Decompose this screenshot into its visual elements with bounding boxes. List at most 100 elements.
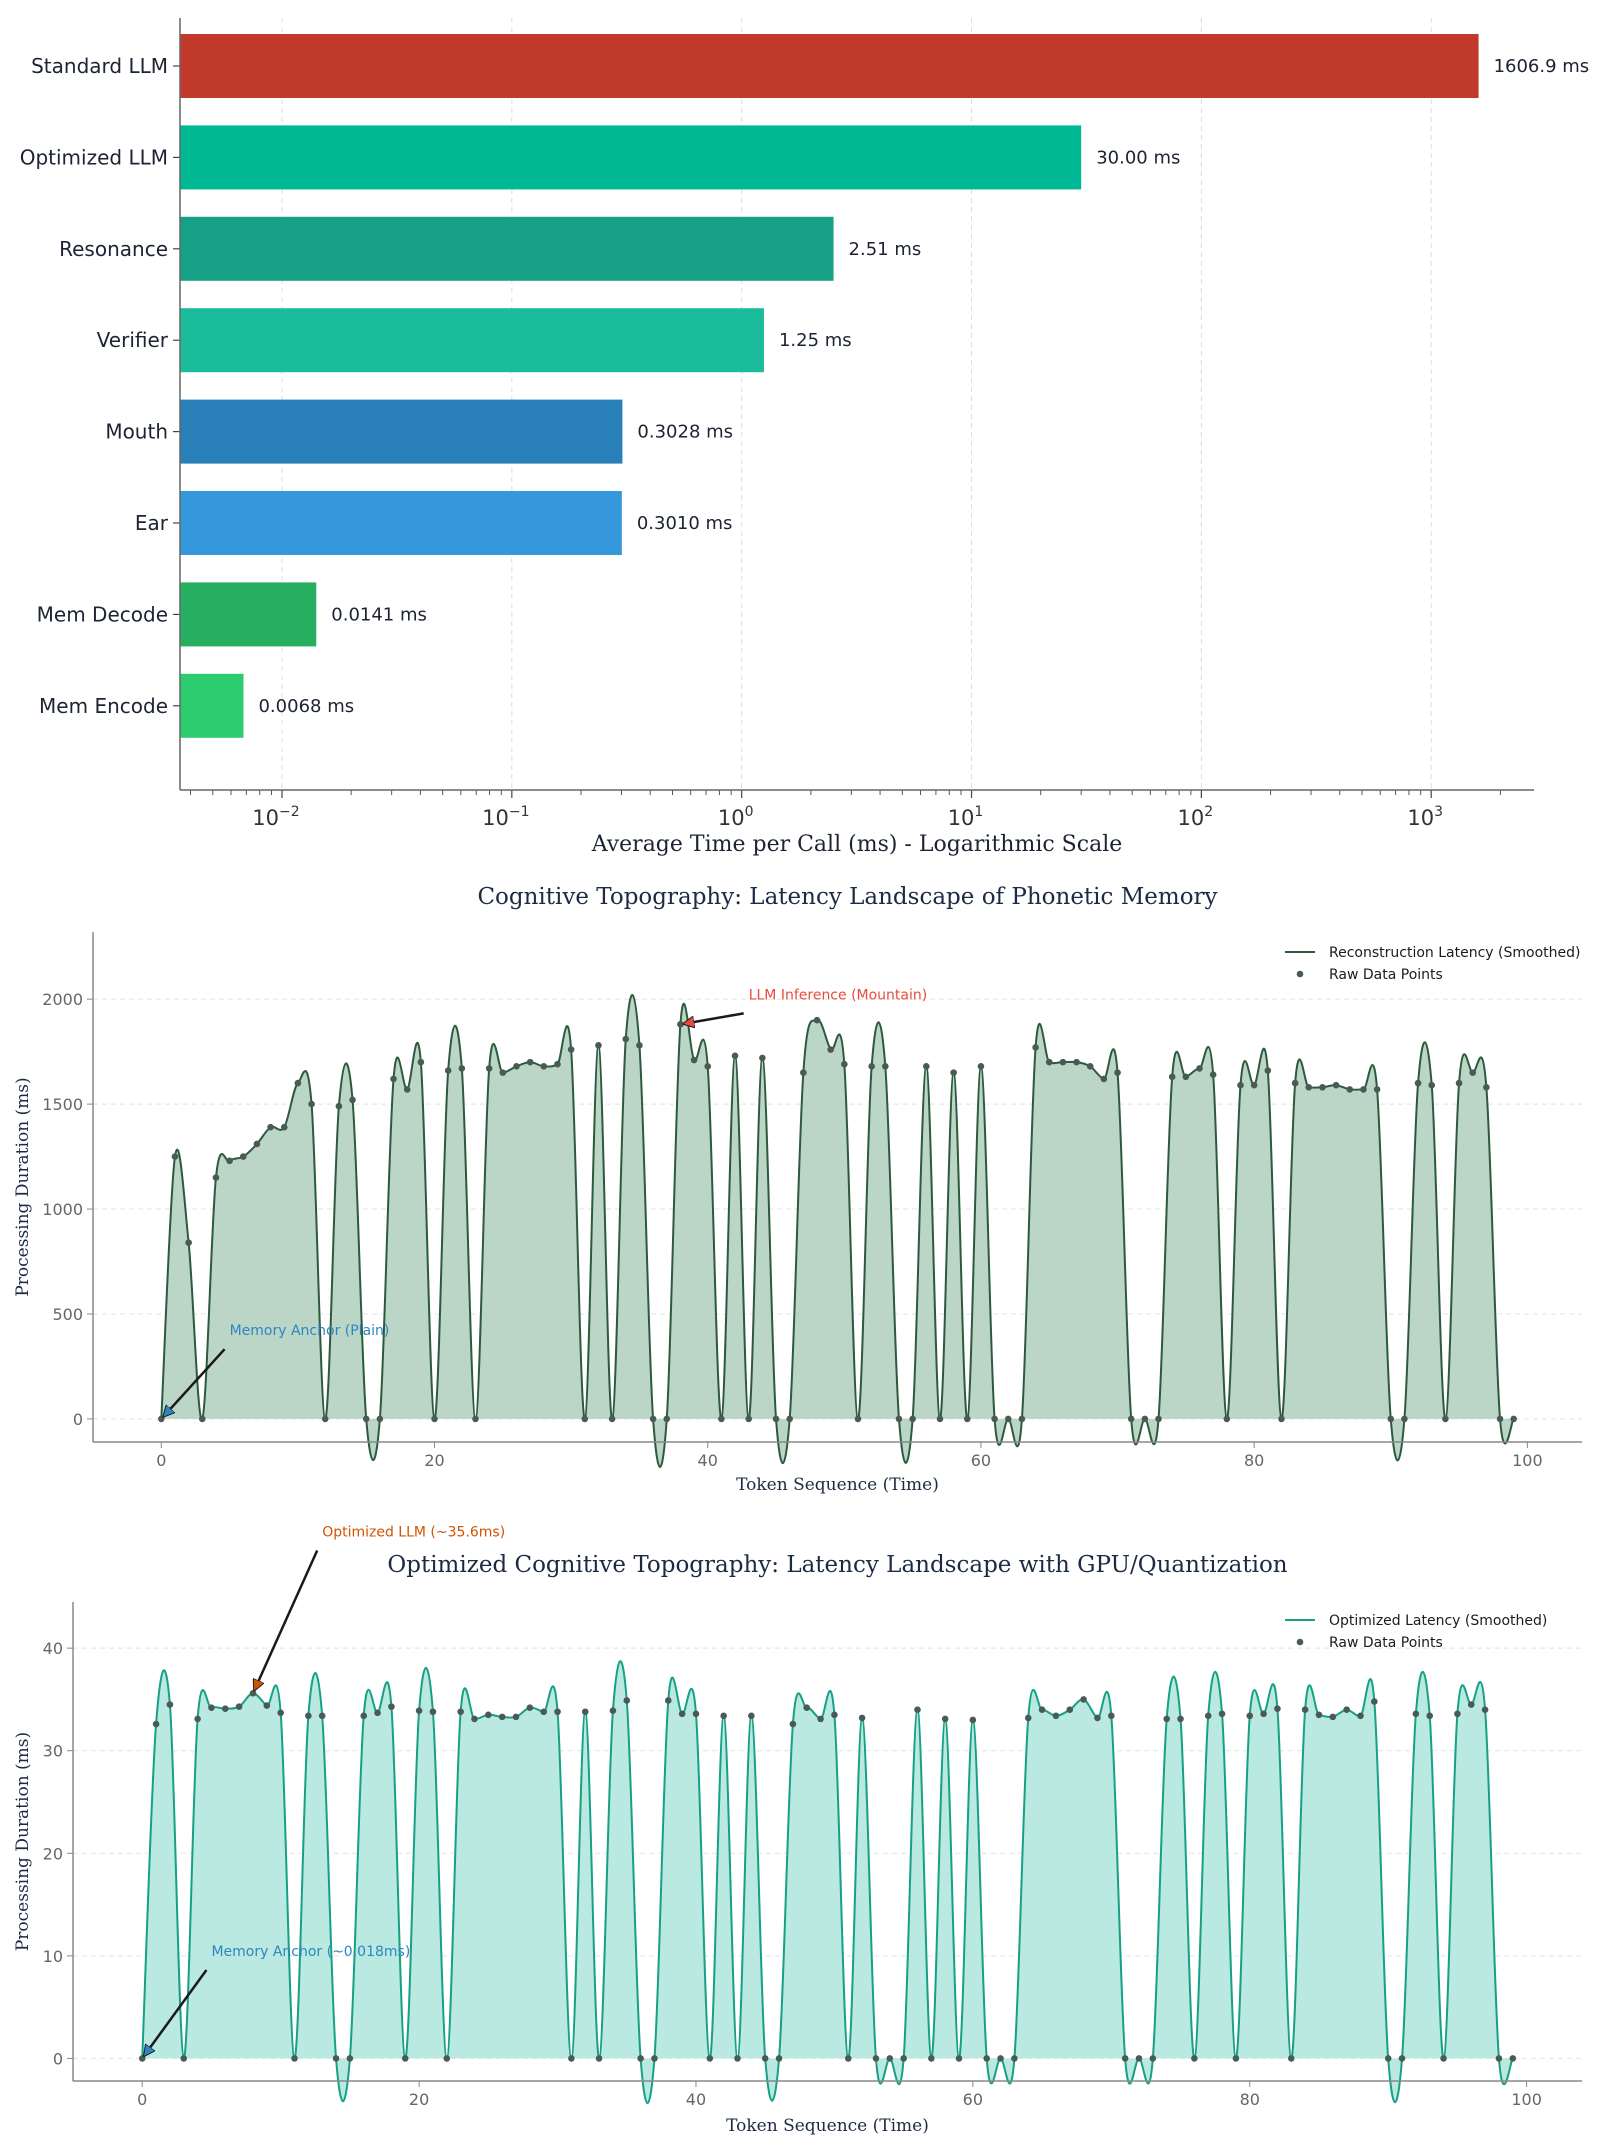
raw-data-point <box>789 1720 797 1728</box>
raw-data-point <box>663 1415 671 1423</box>
annotation-label: Memory Anchor (~0.018ms) <box>211 1944 410 1960</box>
raw-data-point <box>415 1707 423 1715</box>
raw-data-point <box>1163 1715 1170 1723</box>
bar-category-label: Standard LLM <box>31 54 168 78</box>
y-tick-label: 2000 <box>42 990 83 1009</box>
raw-data-point <box>1442 1415 1449 1423</box>
raw-data-point <box>568 2055 575 2062</box>
chart-title: Optimized Cognitive Topography: Latency … <box>387 1552 1287 1578</box>
raw-data-point <box>1495 2055 1503 2062</box>
raw-data-point <box>817 1715 824 1723</box>
raw-data-point <box>291 2055 298 2062</box>
x-tick-label: 0 <box>137 2090 147 2109</box>
raw-data-point <box>827 1046 834 1053</box>
raw-data-point <box>1264 1067 1272 1074</box>
raw-data-point <box>388 1703 395 1710</box>
raw-data-point <box>171 1153 179 1160</box>
raw-data-point <box>991 1415 998 1423</box>
raw-data-point <box>868 1063 875 1070</box>
raw-data-point <box>499 1069 507 1076</box>
annotation-arrow <box>144 1969 208 2056</box>
raw-data-point <box>1301 1706 1309 1713</box>
raw-data-point <box>895 1415 903 1423</box>
raw-data-point <box>239 1153 247 1160</box>
bar <box>180 216 834 281</box>
raw-data-point <box>997 2055 1004 2062</box>
raw-data-point <box>1191 2055 1198 2062</box>
raw-data-point <box>1100 1075 1108 1083</box>
raw-data-point <box>748 1712 755 1720</box>
area-chart-phonetic-memory: 0 500 1000 1500 2000 0 20 40 60 80 100 Cognitive To… <box>13 884 1582 1495</box>
raw-data-point <box>886 2055 894 2062</box>
latency-area-fill <box>161 994 1514 1467</box>
raw-data-point <box>1204 1712 1212 1720</box>
raw-data-point <box>417 1058 425 1066</box>
raw-data-point <box>1469 1069 1477 1076</box>
raw-data-point <box>1011 2055 1018 2062</box>
raw-data-point <box>1196 1065 1203 1072</box>
raw-data-point <box>1246 1712 1254 1720</box>
y-tick-label: 40 <box>43 1639 63 1658</box>
raw-data-point <box>1287 2055 1295 2062</box>
raw-data-point <box>622 1035 630 1043</box>
raw-data-point <box>1004 1415 1012 1423</box>
raw-data-point <box>1278 1415 1285 1423</box>
raw-data-point <box>235 1703 243 1710</box>
raw-data-point <box>513 1063 520 1070</box>
raw-data-point <box>1315 1711 1323 1719</box>
raw-data-point <box>1059 1058 1067 1066</box>
y-tick-label: 20 <box>43 1844 63 1863</box>
legend-point-swatch <box>1296 970 1304 978</box>
bar <box>180 399 623 464</box>
raw-data-point <box>775 2055 783 2062</box>
raw-data-point <box>1274 1705 1281 1712</box>
x-tick-exponent: 0 <box>745 804 754 820</box>
area-chart-optimized: 0 10 20 30 40 0 20 40 60 80 100 Optimized Cognitive… <box>13 1524 1582 2136</box>
raw-data-point <box>969 1716 977 1724</box>
raw-data-point <box>1135 2055 1143 2062</box>
raw-data-point <box>963 1415 971 1423</box>
raw-data-point <box>1387 1415 1395 1423</box>
y-tick-label: 30 <box>43 1742 63 1761</box>
bar <box>180 125 1082 190</box>
x-tick-base: 10 <box>252 806 279 830</box>
raw-data-point <box>540 1063 548 1070</box>
raw-data-point <box>1052 1712 1060 1720</box>
raw-data-point <box>664 1697 672 1704</box>
raw-data-point <box>1440 2055 1447 2062</box>
raw-data-point <box>1038 1706 1046 1713</box>
raw-data-point <box>471 1715 478 1723</box>
raw-data-point <box>928 2055 935 2062</box>
raw-data-point <box>1414 1079 1422 1087</box>
raw-data-point <box>854 1415 862 1423</box>
raw-data-point <box>772 1415 780 1423</box>
raw-data-point <box>401 2055 409 2062</box>
x-tick-label: 60 <box>963 2090 983 2109</box>
raw-data-point <box>166 1701 174 1708</box>
bar <box>180 34 1479 98</box>
x-tick-base: 10 <box>948 806 975 830</box>
x-tick-exponent: 3 <box>1434 804 1443 820</box>
latency-area-fill <box>142 1661 1513 2104</box>
raw-data-point <box>936 1415 944 1423</box>
bar-value-label: 2.51 ms <box>849 239 922 260</box>
raw-data-point <box>443 2055 451 2062</box>
raw-data-point <box>280 1123 288 1131</box>
raw-data-point <box>950 1069 957 1076</box>
raw-data-point <box>734 2055 741 2062</box>
raw-data-point <box>1141 1415 1149 1423</box>
raw-data-point <box>844 2055 852 2062</box>
y-tick-label: 0 <box>73 1410 83 1429</box>
legend-label: Raw Data Points <box>1329 1635 1443 1651</box>
bar-value-label: 0.0141 ms <box>331 604 427 625</box>
raw-data-point <box>198 1415 206 1423</box>
raw-data-point <box>690 1056 698 1064</box>
raw-data-point <box>1073 1058 1080 1066</box>
raw-data-point <box>1066 1706 1074 1713</box>
raw-data-point <box>403 1086 411 1093</box>
x-tick-label: 40 <box>686 2090 706 2109</box>
annotation-label: Optimized LLM (~35.6ms) <box>322 1524 505 1540</box>
raw-data-point <box>678 1710 686 1718</box>
